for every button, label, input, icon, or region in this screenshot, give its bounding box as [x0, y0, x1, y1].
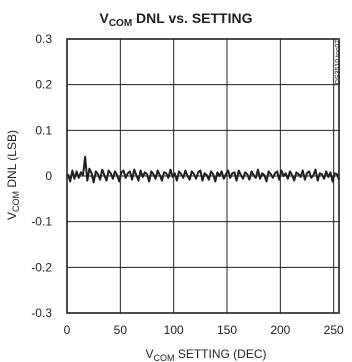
y-axis-label: VCOM DNL (LSB)	[5, 130, 21, 220]
y-tick-labels: 0.3 0.2 0.1 0 -0.1 -0.2 -0.3	[31, 32, 52, 320]
y-tick-label: 0.2	[35, 78, 52, 92]
chart-title: VCOM DNL vs. SETTING	[99, 10, 252, 29]
x-tick-label: 200	[270, 323, 290, 337]
x-axis-label: VCOM SETTING (DEC)	[145, 347, 266, 362]
y-tick-label: -0.3	[31, 306, 52, 320]
y-tick-label: 0	[45, 169, 52, 183]
x-tick-label: 100	[164, 323, 184, 337]
x-tick-label: 150	[217, 323, 237, 337]
y-tick-label: -0.1	[31, 215, 52, 229]
y-tick-label: 0.1	[35, 123, 52, 137]
dnl-series-line	[67, 155, 340, 184]
plot-frame	[66, 38, 340, 314]
y-tick-label: -0.2	[31, 260, 52, 274]
x-tick-label: 250	[324, 323, 344, 337]
x-tick-label: 50	[114, 323, 128, 337]
x-tick-labels: 0 50 100 150 200 250	[64, 323, 344, 337]
y-tick-label: 0.3	[35, 32, 52, 46]
figure-code: DS3510 toc07	[335, 40, 342, 84]
x-tick-label: 0	[64, 323, 71, 337]
